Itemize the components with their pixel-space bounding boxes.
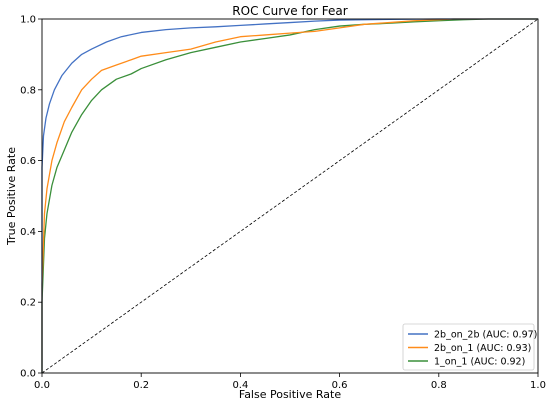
chart-title: ROC Curve for Fear (232, 4, 347, 18)
series-line-1-on-1 (41, 18, 538, 373)
y-tick-label: 0.6 (20, 156, 36, 167)
plot-frame (41, 18, 539, 374)
legend: 2b_on_2b (AUC: 0.97) 2b_on_1 (AUC: 0.93)… (402, 323, 537, 371)
x-tick-label: 0.2 (133, 380, 149, 391)
y-tick-label: 0.4 (20, 227, 36, 238)
x-tick-label: 0.0 (34, 380, 50, 391)
series-line-2b-on-2b (41, 18, 538, 373)
x-tick-label: 0.8 (431, 380, 447, 391)
y-axis-label: True Positive Rate (5, 147, 18, 246)
y-tick-label: 1.0 (20, 15, 36, 26)
legend-label-1-on-1: 1_on_1 (AUC: 0.92) (434, 357, 525, 368)
y-tick-label: 0.2 (20, 298, 36, 309)
x-axis-label: False Positive Rate (239, 388, 341, 401)
y-tick-label: 0.8 (20, 85, 36, 96)
legend-box (402, 323, 535, 371)
axis-ticks: 0.0 0.2 0.4 0.6 0.8 1.0 0.0 0.2 0.4 0.6 0.8 1.0 (20, 15, 546, 392)
x-tick-label: 0.4 (232, 380, 248, 391)
x-tick-label: 0.6 (332, 380, 348, 391)
legend-label-2b-on-1: 2b_on_1 (AUC: 0.93) (434, 343, 531, 354)
plot-area (41, 18, 539, 374)
legend-label-2b-on-2b: 2b_on_2b (AUC: 0.97) (434, 330, 537, 341)
reference-diagonal-line (41, 18, 539, 374)
x-tick-label: 1.0 (530, 380, 546, 391)
y-tick-label: 0.0 (20, 369, 36, 380)
series-line-2b-on-1 (41, 18, 538, 373)
